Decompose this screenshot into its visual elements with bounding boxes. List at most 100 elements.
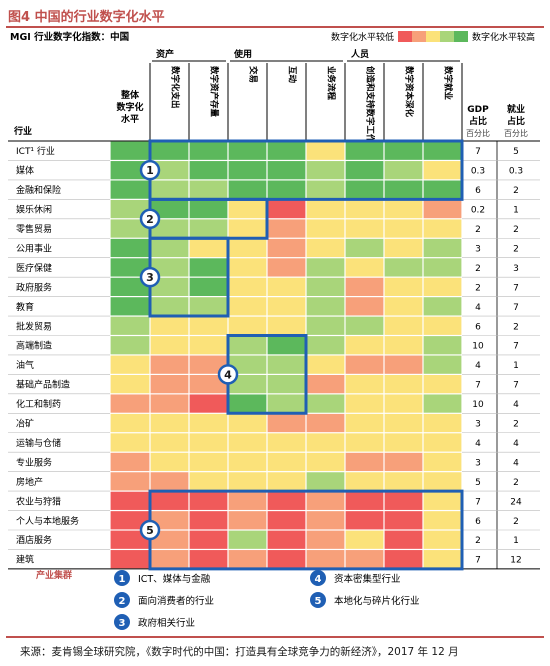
heatmap-cell <box>110 258 150 277</box>
heatmap-cell <box>150 394 189 413</box>
heatmap-cell <box>384 199 423 219</box>
heatmap-cell <box>306 491 345 510</box>
gdp-value: 7 <box>475 497 481 507</box>
heatmap-cell <box>423 452 462 472</box>
heatmap-cell <box>267 238 306 258</box>
emp-value: 2 <box>513 244 519 254</box>
cluster-3-badge-label: 3 <box>146 271 154 284</box>
heatmap-cell <box>384 433 423 452</box>
heatmap-cell <box>267 550 306 569</box>
heatmap-cell <box>267 161 306 180</box>
heatmap-cell <box>384 375 423 394</box>
heatmap-cell <box>228 219 267 238</box>
row-label: 医疗保健 <box>16 262 52 274</box>
gdp-header: 占比 <box>469 115 487 127</box>
emp-value: 12 <box>510 556 521 566</box>
heatmap-cell <box>423 238 462 258</box>
heatmap-cell <box>110 433 150 452</box>
heatmap-cell <box>228 297 267 316</box>
row-label: 媒体 <box>16 165 34 177</box>
heatmap-cell <box>110 413 150 433</box>
heatmap-cell <box>306 375 345 394</box>
heatmap-cell <box>228 180 267 199</box>
emp-value: 1 <box>513 536 519 546</box>
heatmap-cell <box>345 452 384 472</box>
heatmap-cell <box>150 161 189 180</box>
heatmap-cell <box>189 413 228 433</box>
cluster-legend-number: 5 <box>315 596 322 607</box>
group-label: 资产 <box>156 48 174 60</box>
emp-value: 1 <box>513 206 519 216</box>
heatmap-cell <box>267 199 306 219</box>
heatmap-cell <box>345 336 384 355</box>
emp-unit: 百分比 <box>504 128 528 138</box>
heatmap-cell <box>306 511 345 530</box>
heatmap-cell <box>110 141 150 160</box>
heatmap-cell <box>345 550 384 569</box>
cluster-legend-number: 4 <box>315 574 322 585</box>
emp-value: 2 <box>513 322 519 332</box>
industry-header: 行业 <box>13 125 32 137</box>
heatmap-cell <box>423 355 462 374</box>
overall-header: 数字化 <box>116 101 143 113</box>
heatmap-cell <box>345 180 384 199</box>
heatmap-cell <box>150 472 189 491</box>
group-label: 人员 <box>350 48 369 60</box>
row-label: ICT¹ 行业 <box>16 145 55 157</box>
heatmap-cell <box>345 238 384 258</box>
heatmap-cell <box>423 530 462 549</box>
heatmap-cell <box>228 394 267 413</box>
emp-header: 占比 <box>507 115 525 127</box>
heatmap-cell <box>306 394 345 413</box>
heatmap-cell <box>228 141 267 160</box>
emp-value: 5 <box>513 147 519 157</box>
heatmap-cell <box>267 316 306 335</box>
group-label: 使用 <box>233 48 252 60</box>
row-label: 房地产 <box>16 476 43 488</box>
row-label: 公用事业 <box>16 242 52 254</box>
heatmap-cell <box>423 413 462 433</box>
heatmap-cell <box>110 336 150 355</box>
heatmap-cell <box>345 472 384 491</box>
heatmap-cell <box>345 530 384 549</box>
heatmap-cell <box>306 316 345 335</box>
heatmap-cell <box>110 375 150 394</box>
emp-value: 2 <box>513 420 519 430</box>
row-label: 高端制造 <box>16 340 52 352</box>
emp-value: 4 <box>513 400 519 410</box>
heatmap-cell <box>423 219 462 238</box>
row-label: 冶矿 <box>16 418 34 430</box>
gdp-value: 3 <box>475 420 481 430</box>
emp-value: 7 <box>513 283 519 293</box>
emp-value: 4 <box>513 458 519 468</box>
heatmap-cell <box>306 219 345 238</box>
heatmap-cell <box>110 180 150 199</box>
gdp-value: 10 <box>472 400 484 410</box>
cluster-4-badge-label: 4 <box>224 368 232 381</box>
cluster-5-badge-label: 5 <box>146 524 154 537</box>
overall-header: 水平 <box>121 113 139 125</box>
heatmap-cell <box>306 180 345 199</box>
heatmap-cell <box>306 297 345 316</box>
heatmap-cell <box>423 161 462 180</box>
emp-value: 3 <box>513 264 519 274</box>
heatmap-cell <box>189 452 228 472</box>
heatmap-cell <box>423 316 462 335</box>
gdp-unit: 百分比 <box>466 128 490 138</box>
gdp-header: GDP <box>467 105 489 115</box>
heatmap-cell <box>423 141 462 160</box>
figure-title: 图4 中国的行业数字化水平 <box>8 10 165 25</box>
row-label: 运输与仓储 <box>16 437 61 449</box>
cluster-legend-heading: 产业集群 <box>36 569 72 581</box>
source-text: 来源：麦肯锡全球研究院，《数字时代的中国：打造具有全球竞争力的新经济》，2017… <box>20 646 459 658</box>
heatmap-cell <box>306 238 345 258</box>
heatmap-cell <box>110 297 150 316</box>
gdp-value: 2 <box>475 225 481 235</box>
heatmap-cell <box>267 472 306 491</box>
column-header: 互动 <box>287 66 298 84</box>
heatmap-cell <box>189 219 228 238</box>
row-label: 油气 <box>16 359 34 371</box>
heatmap-cell <box>110 394 150 413</box>
heatmap-cell <box>228 550 267 569</box>
